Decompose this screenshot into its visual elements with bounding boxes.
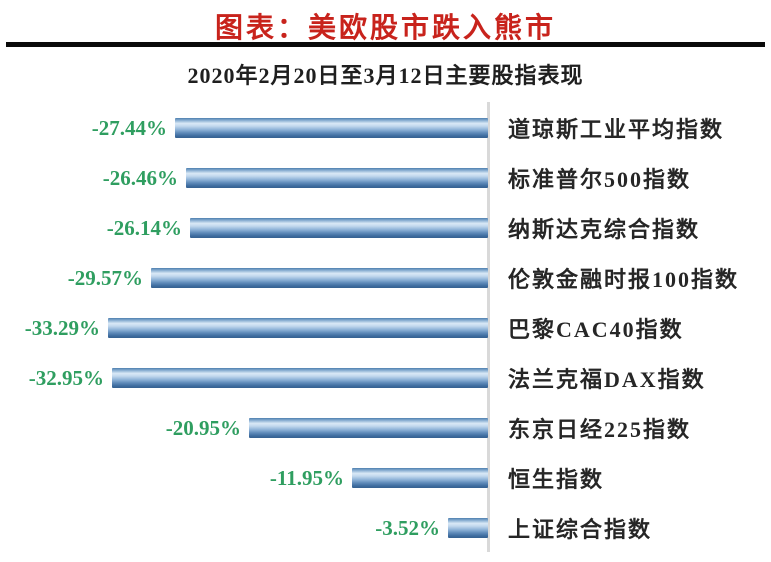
bar-zone: -26.14% <box>0 215 488 240</box>
bar <box>186 168 488 188</box>
bar-row: -29.57% 伦敦金融时报100指数 <box>0 253 771 303</box>
bar-zone: -11.95% <box>0 465 488 490</box>
value-label: -33.29% <box>24 315 100 340</box>
value-label: -11.95% <box>269 465 344 490</box>
category-label: 巴黎CAC40指数 <box>508 317 684 342</box>
bar-zone: -27.44% <box>0 115 488 140</box>
bar <box>112 368 488 388</box>
category-label: 伦敦金融时报100指数 <box>508 267 740 292</box>
bar-row: -26.46% 标准普尔500指数 <box>0 153 771 203</box>
chart-subtitle: 2020年2月20日至3月12日主要股指表现 <box>187 63 584 88</box>
value-label: -26.14% <box>106 215 182 240</box>
bar <box>175 118 488 138</box>
bar <box>151 268 488 288</box>
bar-row: -26.14% 纳斯达克综合指数 <box>0 203 771 253</box>
bar-zone: -3.52% <box>0 515 488 540</box>
bar-zone: -20.95% <box>0 415 488 440</box>
bar-zone: -26.46% <box>0 165 488 190</box>
category-label: 道琼斯工业平均指数 <box>508 117 725 142</box>
value-label: -32.95% <box>28 365 104 390</box>
value-label: -29.57% <box>67 265 143 290</box>
bar-row: -27.44% 道琼斯工业平均指数 <box>0 103 771 153</box>
bar <box>108 318 488 338</box>
value-label: -26.46% <box>102 165 178 190</box>
bar-zone: -32.95% <box>0 365 488 390</box>
bar-row: -32.95% 法兰克福DAX指数 <box>0 353 771 403</box>
category-label: 法兰克福DAX指数 <box>508 367 706 392</box>
category-label: 恒生指数 <box>508 467 605 492</box>
chart-title: 图表：美欧股市跌入熊市 <box>214 13 556 44</box>
category-label: 标准普尔500指数 <box>508 167 692 192</box>
value-label: -20.95% <box>165 415 241 440</box>
value-label: -3.52% <box>375 515 440 540</box>
bar-zone: -33.29% <box>0 315 488 340</box>
bar <box>190 218 488 238</box>
bar-row: -33.29% 巴黎CAC40指数 <box>0 303 771 353</box>
bar-zone: -29.57% <box>0 265 488 290</box>
bar-chart: -27.44% 道琼斯工业平均指数 -26.46% 标准普尔500指数 -26.… <box>0 102 771 558</box>
bar <box>448 518 488 538</box>
bar <box>352 468 488 488</box>
value-label: -27.44% <box>91 115 167 140</box>
bar-row: -20.95% 东京日经225指数 <box>0 403 771 453</box>
title-underline <box>6 42 765 47</box>
axis-line <box>487 102 490 552</box>
category-label: 纳斯达克综合指数 <box>508 217 701 242</box>
bar-row: -11.95% 恒生指数 <box>0 453 771 503</box>
bar-row: -3.52% 上证综合指数 <box>0 503 771 553</box>
category-label: 东京日经225指数 <box>508 417 692 442</box>
bar <box>249 418 488 438</box>
category-label: 上证综合指数 <box>508 517 653 542</box>
